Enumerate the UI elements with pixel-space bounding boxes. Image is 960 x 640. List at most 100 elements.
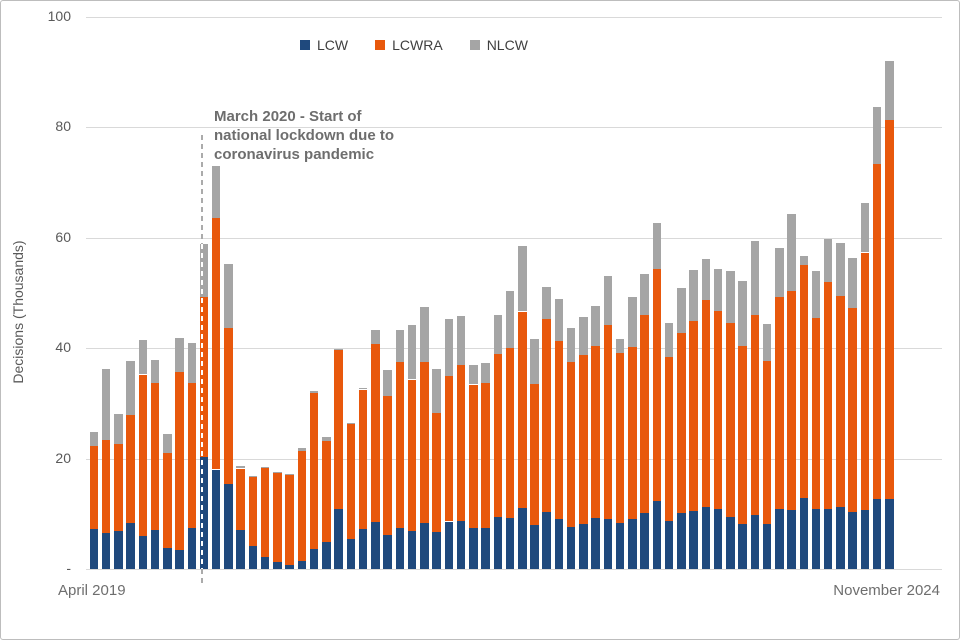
bar-segment-lcwra (175, 372, 184, 550)
bar-segment-nlcw (199, 244, 209, 298)
bar-segment-lcw (199, 457, 209, 569)
bar-segment-lcw (518, 508, 527, 569)
bar-segment-lcw (860, 509, 870, 569)
bar-segment-nlcw (566, 327, 576, 363)
bar-segment-nlcw (848, 258, 857, 308)
bar-segment-nlcw (187, 342, 196, 384)
bar-segment-nlcw (248, 476, 258, 478)
bar-segment-nlcw (775, 248, 784, 298)
bar-segment-nlcw (750, 240, 759, 315)
bar-segment-lcw (101, 533, 111, 569)
march-2020-dashed-line (200, 244, 203, 569)
bar-segment-lcw (787, 509, 796, 569)
bar-segment-lcw (224, 483, 233, 569)
y-tick-label: - (66, 560, 71, 576)
bar-segment-lcwra (322, 440, 331, 542)
bar-segment-lcwra (689, 321, 698, 511)
legend-swatch-icon (300, 40, 310, 50)
bar-segment-lcw (762, 524, 772, 569)
bar-segment-lcwra (542, 318, 551, 513)
bar-segment-lcw (114, 530, 123, 569)
bar-segment-nlcw (138, 340, 147, 375)
bar-segment-lcwra (199, 297, 209, 458)
gridline (86, 17, 942, 18)
bar-segment-lcwra (260, 467, 270, 558)
bar-segment-lcwra (309, 392, 319, 550)
bar-segment-lcw (823, 508, 833, 569)
bar-segment-lcw (640, 513, 649, 569)
legend-label: LCW (317, 37, 349, 53)
bar-segment-lcwra (358, 389, 368, 530)
y-tick-label: 100 (47, 8, 71, 24)
bar-segment-nlcw (542, 286, 551, 319)
bar-segment-lcw (554, 519, 564, 569)
bar-segment-nlcw (371, 330, 380, 344)
bar-segment-nlcw (346, 422, 356, 424)
bar-segment-lcwra (187, 383, 196, 528)
bar-segment-lcw (775, 508, 784, 569)
x-axis-end-label: November 2024 (833, 582, 940, 599)
bar-segment-lcwra (371, 343, 380, 522)
bar-segment-nlcw (420, 306, 429, 362)
legend-item-nlcw: NLCW (469, 37, 528, 53)
bar-segment-nlcw (726, 270, 735, 323)
bar-segment-lcw (322, 541, 331, 569)
bar-segment-nlcw (297, 447, 307, 451)
gridline (86, 569, 942, 570)
bar-segment-nlcw (383, 369, 392, 396)
bar-segment-lcwra (860, 252, 870, 510)
bar-segment-lcw (187, 527, 196, 569)
bar-segment-nlcw (309, 390, 319, 393)
bar-segment-lcwra (713, 311, 723, 510)
bar-segment-nlcw (530, 338, 539, 384)
bar-segment-lcwra (297, 450, 307, 562)
bar-segment-lcwra (346, 423, 356, 540)
gridline (86, 127, 942, 128)
bar-segment-nlcw (836, 243, 845, 296)
bar-segment-nlcw (603, 275, 613, 325)
bar-segment-lcwra (738, 345, 747, 524)
bar-segment-lcwra (101, 439, 111, 534)
bar-segment-nlcw (701, 258, 710, 300)
bar-segment-lcwra (775, 297, 784, 509)
bar-segment-nlcw (163, 433, 172, 453)
bar-segment-lcw (334, 509, 343, 569)
bar-segment-nlcw (260, 466, 270, 468)
bar-segment-lcw (297, 561, 307, 569)
bar-segment-lcw (150, 529, 160, 569)
bar-segment-nlcw (493, 314, 502, 354)
bar-segment-lcwra (664, 357, 674, 521)
bar-segment-nlcw (615, 339, 625, 353)
bar-segment-lcwra (554, 340, 564, 520)
bar-segment-nlcw (677, 288, 686, 333)
legend-item-lcwra: LCWRA (375, 37, 443, 53)
bar-segment-lcw (603, 519, 613, 569)
bar-segment-lcwra (407, 379, 417, 532)
bar-segment-nlcw (591, 306, 600, 346)
bar-segment-lcwra (163, 453, 172, 548)
bar-segment-nlcw (811, 270, 821, 318)
bar-segment-lcwra (395, 362, 405, 528)
bar-segment-lcw (542, 512, 551, 569)
bar-segment-lcw (848, 512, 857, 569)
annotation-line-2: national lockdown due to (214, 127, 394, 144)
bar-segment-lcwra (273, 472, 282, 562)
bar-segment-nlcw (114, 414, 123, 445)
bar-segment-lcw (285, 564, 294, 569)
bar-segment-lcwra (126, 414, 135, 524)
x-axis-start-label: April 2019 (58, 582, 126, 599)
bar-segment-lcwra (566, 362, 576, 527)
bar-segment-lcwra (211, 218, 221, 470)
bar-segment-lcwra (701, 300, 710, 507)
bar-segment-nlcw (273, 472, 282, 473)
bar-segment-lcwra (652, 269, 662, 501)
bar-segment-lcwra (285, 474, 294, 565)
bar-segment-nlcw (664, 322, 674, 358)
bar-segment-lcwra (150, 382, 160, 530)
bar-segment-lcw (677, 513, 686, 569)
bar-segment-nlcw (823, 239, 833, 283)
bar-segment-lcw (407, 531, 417, 569)
bar-segment-nlcw (407, 325, 417, 380)
bar-segment-lcwra (469, 384, 478, 529)
bar-segment-lcwra (518, 311, 527, 509)
